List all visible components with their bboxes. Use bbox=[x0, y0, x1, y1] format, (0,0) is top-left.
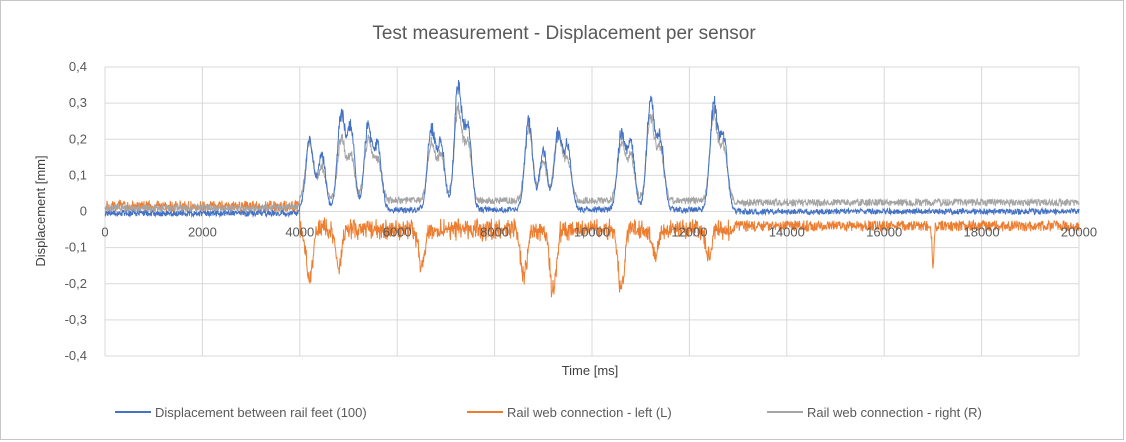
chart-title: Test measurement - Displacement per sens… bbox=[372, 23, 756, 44]
y-tick-label: -0,4 bbox=[65, 348, 87, 363]
x-tick-label: 14000 bbox=[769, 225, 805, 240]
legend: Displacement between rail feet (100) Rail… bbox=[115, 405, 982, 420]
x-tick-label: 6000 bbox=[383, 225, 412, 240]
legend-label: Rail web connection - right (R) bbox=[807, 405, 982, 420]
x-axis-ticks: 0 2000 4000 6000 8000 10000 12000 14000 16000 180… bbox=[101, 225, 1097, 240]
series-line bbox=[104, 79, 1080, 219]
x-axis-label: Time [ms] bbox=[562, 363, 619, 378]
y-tick-label: 0,2 bbox=[69, 131, 87, 146]
y-tick-label: 0,3 bbox=[69, 95, 87, 110]
x-tick-label: 0 bbox=[101, 225, 108, 240]
series-line bbox=[104, 102, 1080, 214]
legend-label: Rail web connection - left (L) bbox=[507, 405, 672, 420]
y-tick-label: -0,2 bbox=[65, 276, 87, 291]
x-tick-label: 16000 bbox=[866, 225, 902, 240]
x-tick-label: 4000 bbox=[285, 225, 314, 240]
y-tick-label: -0,3 bbox=[65, 312, 87, 327]
y-tick-label: 0,1 bbox=[69, 167, 87, 182]
y-tick-label: 0,4 bbox=[69, 59, 87, 74]
x-tick-label: 8000 bbox=[480, 225, 509, 240]
x-tick-label: 20000 bbox=[1061, 225, 1097, 240]
series-layer bbox=[104, 79, 1080, 298]
y-axis-label: Displacement [mm] bbox=[33, 155, 48, 266]
x-tick-label: 10000 bbox=[574, 225, 610, 240]
x-tick-label: 2000 bbox=[188, 225, 217, 240]
y-tick-label: -0,1 bbox=[65, 240, 87, 255]
y-tick-label: 0 bbox=[80, 204, 87, 219]
y-axis-ticks: 0,4 0,3 0,2 0,1 0 -0,1 -0,2 -0,3 -0,4 bbox=[65, 59, 87, 363]
legend-label: Displacement between rail feet (100) bbox=[155, 405, 367, 420]
x-tick-label: 18000 bbox=[964, 225, 1000, 240]
x-tick-label: 12000 bbox=[671, 225, 707, 240]
